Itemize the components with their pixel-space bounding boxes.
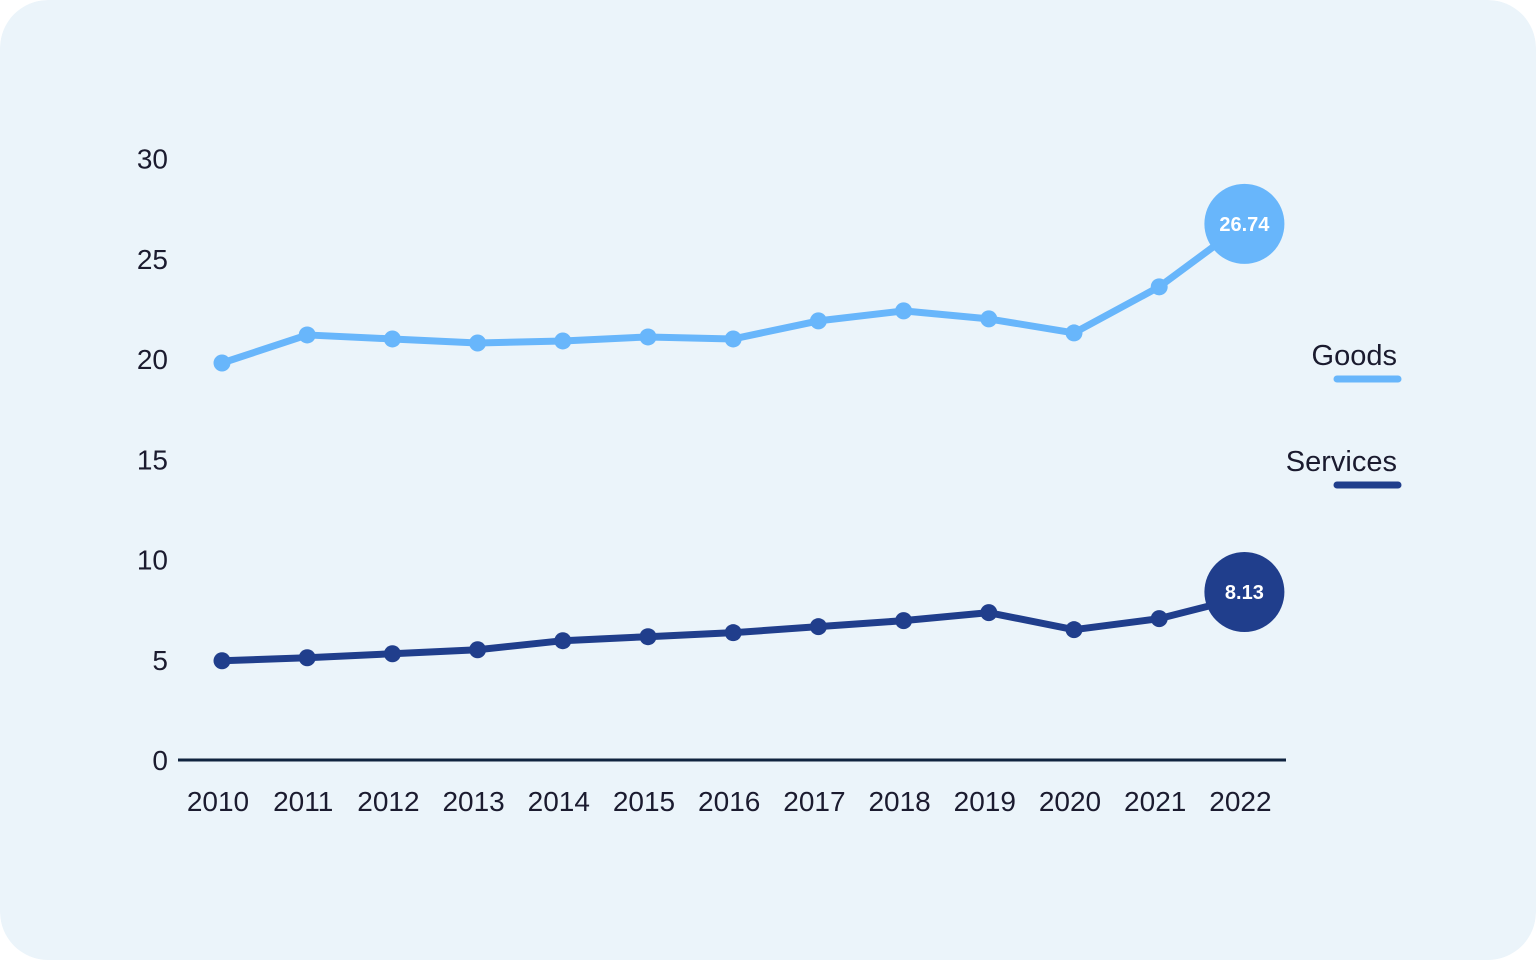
x-tick-label: 2011 (273, 786, 333, 817)
data-point-services (383, 645, 401, 663)
data-point-goods (1150, 278, 1168, 296)
y-tick-label: 10 (137, 545, 168, 576)
data-point-goods (383, 330, 401, 348)
x-tick-label: 2017 (783, 786, 845, 817)
data-point-goods (554, 332, 572, 350)
data-point-goods (980, 310, 998, 328)
data-point-goods (724, 330, 742, 348)
data-point-services (809, 618, 827, 636)
x-tick-label: 2018 (868, 786, 930, 817)
x-tick-label: 2013 (442, 786, 504, 817)
data-point-services (469, 641, 487, 659)
data-point-goods (639, 328, 657, 346)
data-point-goods (469, 334, 487, 352)
data-point-goods (213, 354, 231, 372)
x-tick-label: 2016 (698, 786, 760, 817)
y-axis-ticks: 0 5 10 15 20 25 30 (137, 144, 168, 777)
data-point-services (1065, 621, 1083, 639)
data-point-services (639, 628, 657, 646)
data-point-services (298, 649, 316, 667)
y-tick-label: 30 (137, 144, 168, 175)
y-tick-label: 25 (137, 244, 168, 275)
data-point-goods (1065, 324, 1083, 342)
series-layer: 26.74 8.13 (213, 183, 1285, 670)
x-tick-label: 2012 (357, 786, 419, 817)
x-tick-label: 2020 (1039, 786, 1101, 817)
data-point-goods (809, 312, 827, 330)
data-point-services (895, 612, 913, 630)
end-value-bubble-goods (1204, 183, 1285, 264)
x-tick-label: 2010 (187, 786, 249, 817)
data-point-goods (298, 326, 316, 344)
x-tick-label: 2022 (1209, 786, 1271, 817)
data-point-goods (895, 302, 913, 320)
x-tick-label: 2021 (1124, 786, 1186, 817)
data-point-services (554, 632, 572, 650)
legend-label-goods: Goods (1312, 340, 1397, 372)
data-point-services (724, 624, 742, 642)
y-tick-label: 15 (137, 444, 168, 475)
data-point-services (980, 604, 998, 622)
y-tick-label: 20 (137, 344, 168, 375)
legend: Goods Services (1286, 340, 1402, 489)
y-tick-label: 5 (152, 645, 168, 676)
x-tick-label: 2019 (954, 786, 1016, 817)
x-axis-ticks: 2010 2011 2012 2013 2014 2015 2016 2017 2018 2019… (187, 786, 1272, 817)
data-point-services (213, 652, 231, 670)
x-tick-label: 2015 (613, 786, 675, 817)
legend-label-services: Services (1286, 446, 1397, 478)
end-value-bubble-services (1204, 551, 1285, 632)
end-value-label-services: 8.13 (1225, 582, 1264, 604)
x-tick-label: 2014 (528, 786, 590, 817)
end-value-label-goods: 26.74 (1219, 214, 1270, 236)
y-tick-label: 0 (152, 745, 168, 776)
data-point-services (1150, 610, 1168, 628)
